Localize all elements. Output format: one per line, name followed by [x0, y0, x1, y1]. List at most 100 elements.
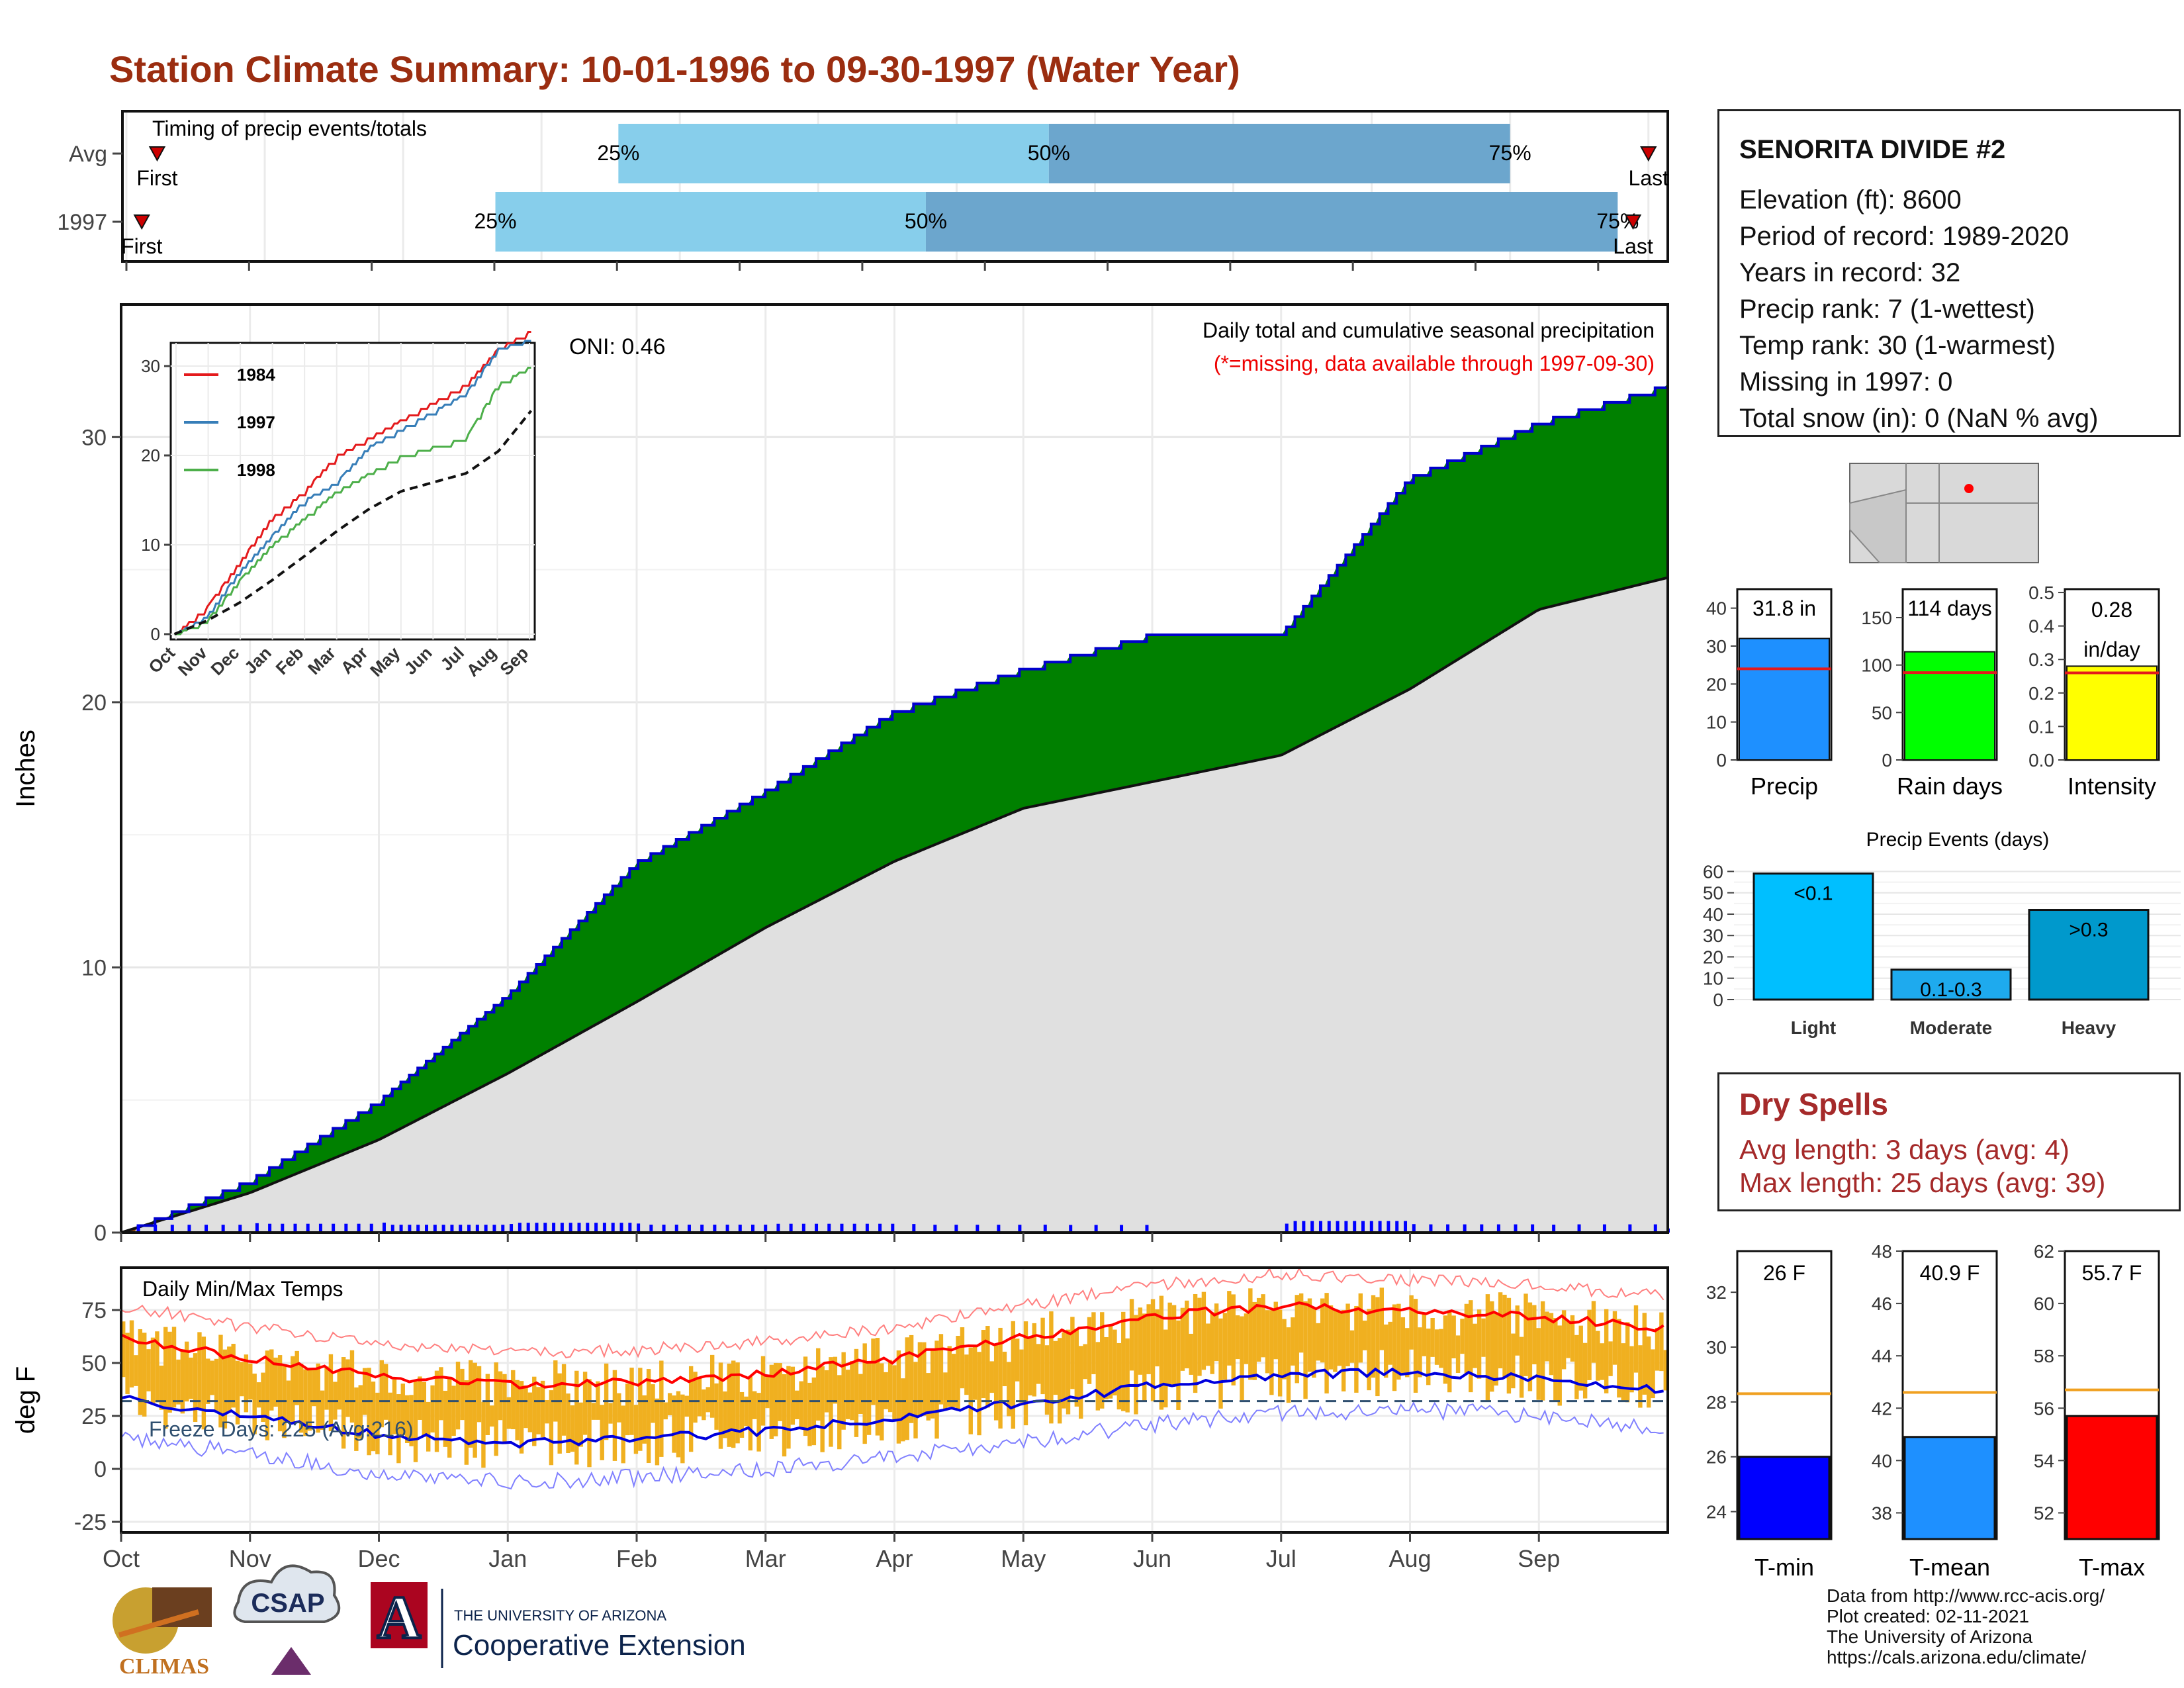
daily-temp-bar: [697, 1377, 702, 1417]
dry-spells-title: Dry Spells: [1739, 1087, 1888, 1121]
daily-temp-bar: [523, 1385, 528, 1429]
daily-temp-bar: [1222, 1313, 1228, 1380]
inset-month-label: Aug: [463, 643, 500, 680]
temp-bar-y-tick-label: 52: [2034, 1503, 2054, 1523]
daily-temp-bar: [1578, 1325, 1583, 1391]
summary-y-tick-label: 10: [1706, 712, 1727, 733]
month-label: Nov: [229, 1545, 271, 1572]
daily-temp-bar: [1312, 1307, 1316, 1378]
daily-temp-bar: [1566, 1321, 1570, 1358]
daily-temp-bar: [993, 1344, 999, 1421]
station-years: Years in record: 32: [1739, 258, 1961, 287]
ua-logo-letter: A: [377, 1583, 421, 1651]
daily-temp-bar: [464, 1380, 469, 1465]
daily-temp-bar: [1185, 1300, 1189, 1369]
summary-bar: [2066, 665, 2158, 761]
inset-month-label: Feb: [272, 643, 308, 679]
daily-temp-bar: [1532, 1305, 1537, 1365]
daily-temp-bar: [735, 1362, 740, 1444]
daily-temp-bar: [413, 1382, 418, 1462]
temp-bar-name: T-min: [1754, 1554, 1814, 1581]
daily-temp-bar: [1320, 1298, 1325, 1363]
temp-bar-y-tick-label: 54: [2034, 1450, 2054, 1471]
daily-temp-bar: [866, 1363, 872, 1435]
daily-temp-bar: [854, 1348, 859, 1437]
precip-event-bar-label: >0.3: [2069, 919, 2108, 941]
daily-temp-bar: [651, 1384, 655, 1423]
daily-temp-bar: [884, 1372, 888, 1409]
daily-temp-bar: [1248, 1288, 1253, 1380]
station-missing: Missing in 1997: 0: [1739, 367, 1953, 397]
daily-precip-bar: [484, 1225, 488, 1233]
daily-precip-bar: [459, 1225, 463, 1233]
daily-precip-bar: [1404, 1221, 1408, 1233]
footer-credits: Data from http://www.rcc-acis.org/ Plot …: [1827, 1585, 2105, 1667]
daily-temp-bar: [1129, 1299, 1134, 1371]
precip-panel: 0 10 20 30 Inches Daily total and cumulative …: [11, 303, 1670, 1246]
temp-bar-name: T-max: [2079, 1554, 2145, 1581]
daily-temp-bar: [1095, 1342, 1101, 1411]
daily-precip-bar: [1069, 1225, 1073, 1233]
daily-temp-bar: [379, 1360, 384, 1428]
daily-temp-bar: [1473, 1323, 1477, 1368]
station-name: SENORITA DIVIDE #2: [1739, 135, 2006, 164]
daily-temp-bar: [383, 1364, 388, 1420]
daily-temp-bar: [337, 1370, 341, 1410]
timing-p50-label: 50%: [905, 209, 947, 233]
daily-temp-bar: [1295, 1295, 1299, 1383]
daily-temp-bar: [430, 1385, 435, 1432]
daily-temp-bar: [1113, 1329, 1117, 1395]
daily-temp-bar: [460, 1368, 465, 1421]
daily-temp-bar: [570, 1405, 575, 1452]
daily-precip-bar: [764, 1225, 768, 1233]
first-event-marker: [148, 146, 166, 162]
events-y-tick-label: 50: [1703, 883, 1723, 904]
daily-precip-bar: [815, 1223, 819, 1233]
timing-bar-25-50: [495, 192, 926, 252]
daily-precip-bar: [997, 1225, 1001, 1233]
daily-temp-bar: [875, 1338, 880, 1436]
daily-temp-bar: [303, 1369, 308, 1436]
daily-temp-bar: [1324, 1293, 1329, 1394]
daily-temp-bar: [409, 1395, 414, 1446]
daily-temp-bar: [807, 1382, 812, 1446]
daily-precip-bar: [586, 1223, 590, 1233]
precip-y-tick-label: 30: [81, 425, 107, 450]
last-event-label: Last: [1613, 234, 1653, 258]
daily-temp-bar: [667, 1393, 672, 1415]
daily-temp-bar: [422, 1382, 426, 1437]
precip-event-bar: [1890, 968, 2012, 1001]
daily-temp-bar: [1201, 1291, 1206, 1370]
inset-month-label: Jun: [400, 643, 436, 679]
daily-temp-bar: [286, 1380, 291, 1422]
daily-temp-bar: [756, 1393, 761, 1452]
daily-precip-bar: [1145, 1225, 1149, 1233]
daily-temp-bar: [778, 1363, 782, 1421]
daily-temp-bar: [1150, 1299, 1156, 1401]
summary-y-tick-label: 30: [1706, 636, 1727, 657]
timing-bar-25-50: [618, 124, 1049, 183]
temp-y-tick-label: 50: [81, 1351, 107, 1376]
temp-y-tick-label: 25: [81, 1404, 107, 1429]
daily-temp-bar: [256, 1382, 261, 1408]
daily-temp-bar: [142, 1333, 147, 1417]
daily-temp-bar: [349, 1350, 355, 1423]
daily-temp-bar: [358, 1385, 363, 1439]
daily-temp-bar: [574, 1370, 579, 1465]
daily-temp-bar: [1494, 1312, 1498, 1386]
daily-temp-bar: [1506, 1297, 1512, 1394]
daily-precip-bar: [408, 1225, 412, 1233]
month-label: Oct: [103, 1545, 140, 1572]
daily-precip-bar: [611, 1223, 615, 1233]
daily-temp-bar: [1070, 1317, 1075, 1389]
daily-temp-bar: [447, 1376, 452, 1458]
summary-bar-name: Rain days: [1897, 773, 2003, 800]
daily-precip-bar: [1318, 1221, 1322, 1233]
daily-precip-bar: [776, 1223, 780, 1233]
temp-y-tick-label: 0: [94, 1457, 107, 1482]
temp-bar-y-tick-label: 24: [1706, 1502, 1727, 1523]
daily-temp-bar: [1536, 1328, 1541, 1400]
daily-precip-bar: [255, 1223, 259, 1233]
daily-temp-bar: [291, 1356, 295, 1425]
